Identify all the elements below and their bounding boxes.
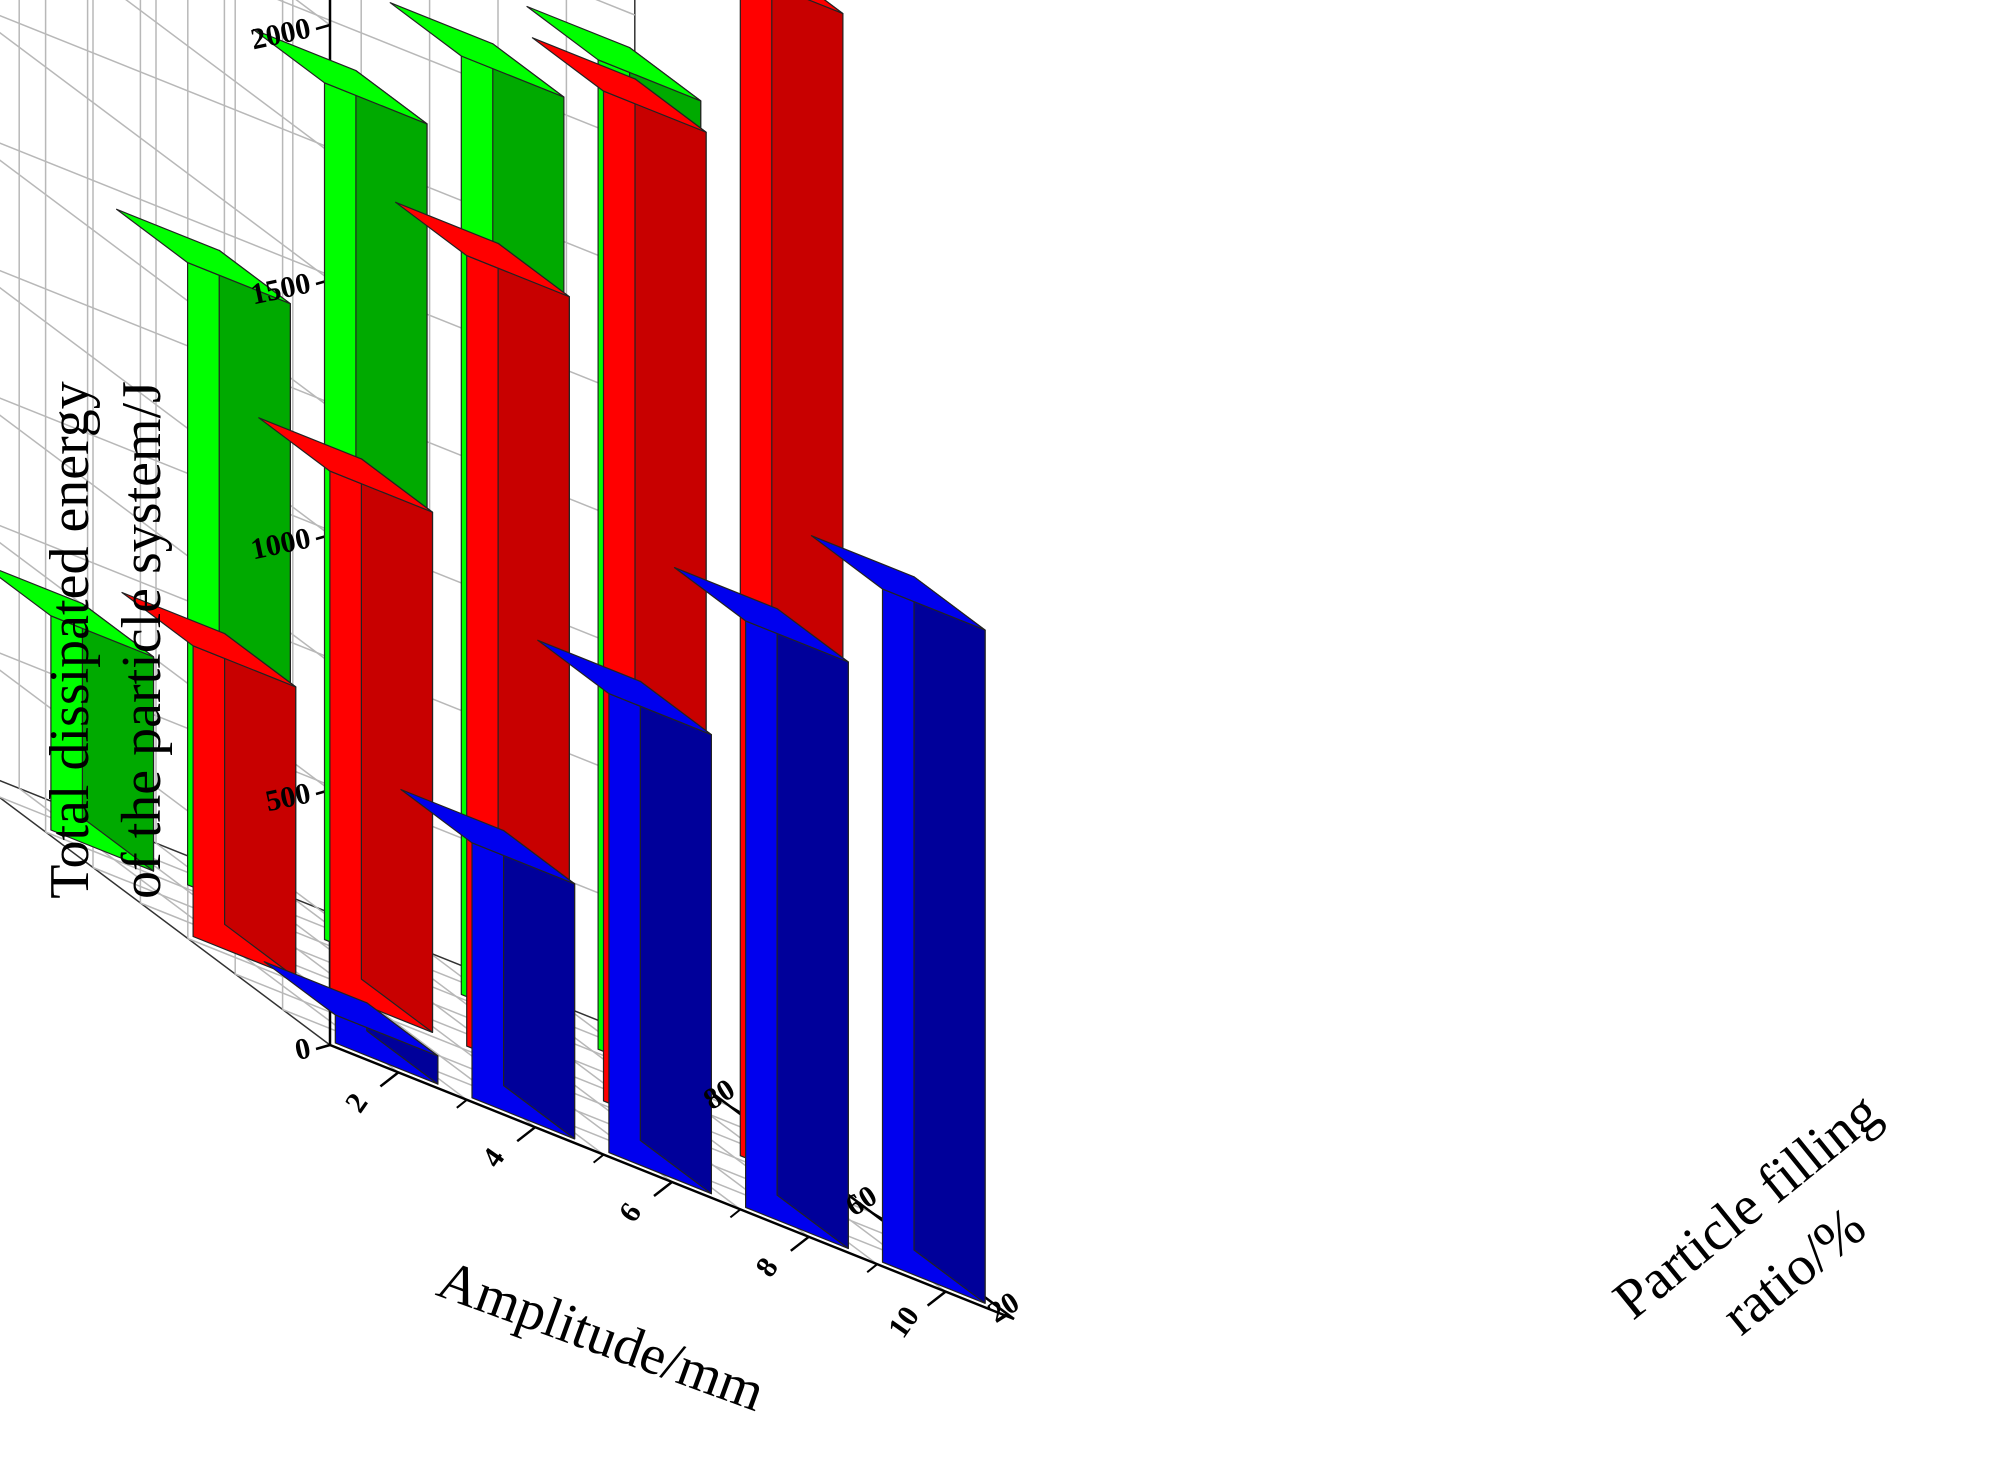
- bar-top-face: [0, 569, 155, 658]
- bar-top-face: [395, 201, 570, 298]
- bar-series-20-x-10: [810, 535, 986, 1304]
- bar-top-face: [121, 591, 297, 688]
- bar-top-face: [252, 28, 428, 125]
- z-tick-label: 20: [982, 1286, 1025, 1330]
- bar-series-80-x-2: [0, 569, 155, 872]
- bar-side-face: [776, 608, 849, 1250]
- x-tick-mark: [653, 1181, 673, 1197]
- x-tick-mark: [379, 1071, 400, 1088]
- bar-top-face: [263, 961, 439, 1057]
- x-tick-label: 2: [339, 1087, 375, 1118]
- bar-series-20-x-2: [263, 961, 439, 1085]
- bar-side-face: [639, 680, 713, 1195]
- x-tick-label: 4: [476, 1142, 512, 1173]
- bars: [0, 0, 986, 1304]
- x-tick-mark: [790, 1235, 810, 1252]
- z-minor-tick: [729, 1105, 741, 1113]
- bar-series-20-x-4: [400, 788, 576, 1140]
- bar-side-face: [913, 576, 986, 1304]
- x-tick-mark: [516, 1126, 536, 1143]
- y-tick-mark: [315, 1043, 331, 1051]
- bar-top-face: [537, 639, 713, 736]
- y-axis-title-line2: of the particle system/J: [111, 381, 173, 899]
- y-tick-label: 0: [292, 1032, 314, 1067]
- x-tick-label: 10: [882, 1300, 926, 1344]
- x-minor-tick: [456, 1099, 468, 1109]
- bar-top-face: [531, 37, 707, 133]
- bar-top-face: [400, 788, 576, 885]
- y-axis-title-line1: Total dissipated energy: [39, 381, 101, 899]
- bar-top-face: [258, 417, 434, 513]
- bar-side-face: [360, 458, 434, 1034]
- x-minor-tick: [729, 1208, 742, 1219]
- bar-top-face: [810, 535, 986, 631]
- bar-series-20-x-6: [537, 639, 713, 1195]
- bar-top-face: [526, 5, 702, 102]
- bar-series-60-x-4: [258, 417, 434, 1034]
- bar-top-face: [115, 208, 291, 305]
- x-tick-label: 6: [612, 1197, 648, 1228]
- x-tick-label: 8: [749, 1252, 785, 1283]
- y-tick-mark: [315, 23, 331, 31]
- x-tick-mark: [926, 1290, 947, 1307]
- x-axis-title: Amplitude/mm: [430, 1248, 773, 1423]
- bar-top-face: [389, 2, 565, 98]
- z-minor-tick: [871, 1211, 883, 1220]
- bar-top-face: [807, 0, 844, 15]
- x-minor-tick: [866, 1263, 878, 1273]
- bar-series-20-x-8: [673, 566, 849, 1250]
- bar-top-face: [673, 566, 849, 663]
- x-minor-tick: [592, 1153, 605, 1164]
- bar-series-60-x-2: [121, 591, 297, 979]
